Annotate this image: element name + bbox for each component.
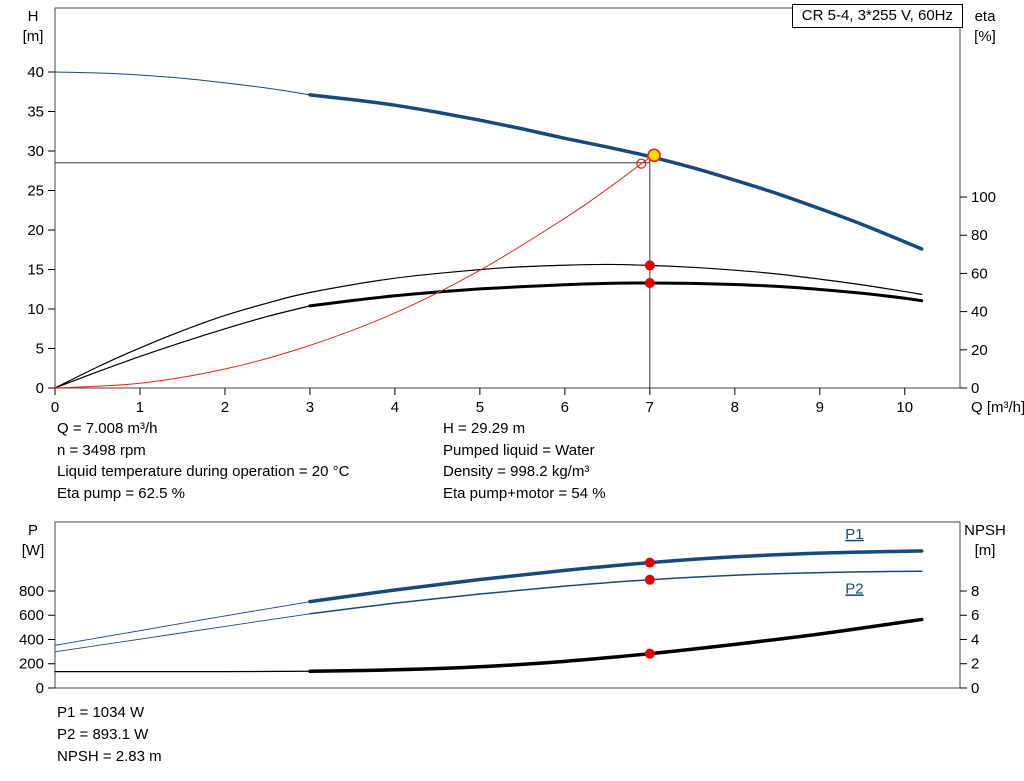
info-density-line: Density = 998.2 kg/m³	[443, 463, 590, 480]
npsh-curve	[308, 617, 924, 674]
x-axis-unit-label: Q [m³/h]	[971, 399, 1024, 416]
y-axis-left: 0 200 400 600 800	[19, 583, 55, 697]
duty-dot-marker	[644, 260, 655, 271]
duty-info-left: Q = 7.008 m³/h n = 3498 rpm Liquid tempe…	[57, 418, 349, 504]
svg-text:0: 0	[971, 680, 979, 697]
y-right-axis-title: NPSH	[964, 522, 1006, 539]
operating-point-marker	[647, 148, 661, 163]
head-curve	[308, 93, 924, 251]
svg-text:400: 400	[19, 631, 44, 648]
svg-text:600: 600	[19, 607, 44, 624]
svg-text:4: 4	[971, 631, 979, 648]
svg-text:6: 6	[561, 399, 569, 416]
eta-pump-curve	[54, 263, 923, 389]
svg-text:60: 60	[971, 265, 988, 282]
svg-text:1: 1	[136, 399, 144, 416]
svg-text:7: 7	[646, 399, 654, 416]
eta-pump-motor-extension	[54, 305, 311, 389]
info-head-line: H = 29.29 m	[443, 420, 526, 437]
svg-text:40: 40	[971, 304, 988, 321]
duty-info-right: H = 29.29 m Pumped liquid = Water Densit…	[443, 418, 606, 504]
footer-p2-line: P2 = 893.1 W	[57, 725, 149, 743]
duty-dot-marker	[644, 277, 655, 288]
svg-text:100: 100	[971, 189, 996, 206]
curve-label-p2: P2	[845, 580, 863, 597]
svg-text:6: 6	[971, 607, 979, 624]
svg-text:0: 0	[51, 399, 59, 416]
info-liquid-line: Pumped liquid = Water	[443, 441, 595, 459]
svg-text:35: 35	[27, 103, 44, 120]
power-npsh-chart: 0 200 400 600 800 0 2 4 6 8 P [W] NPSH [m] P1 P2	[19, 521, 1006, 697]
y-left-axis-unit: [m]	[23, 28, 44, 45]
svg-text:10: 10	[896, 399, 913, 416]
svg-text:30: 30	[27, 143, 44, 160]
info-q-line: Q = 7.008 m³/h	[57, 420, 158, 437]
qh-chart: 0 5 10 15 20 25 30 35 40 0 20 40 60 80 100 0 1 2 3 4 5 6 7 8 9 10…	[23, 7, 1024, 416]
svg-text:25: 25	[27, 182, 44, 199]
svg-text:20: 20	[27, 222, 44, 239]
svg-text:8: 8	[971, 583, 979, 600]
y-right-axis-title: eta	[975, 8, 997, 25]
info-speed-line: n = 3498 rpm	[57, 441, 146, 459]
p1-curve-extension	[54, 601, 311, 646]
pump-model-box: CR 5-4, 3*255 V, 60Hz	[791, 4, 963, 28]
y-axis-left: 0 5 10 15 20 25 30 35 40	[27, 64, 55, 397]
svg-text:0: 0	[36, 680, 44, 697]
y-left-axis-title: H	[28, 8, 39, 25]
footer-npsh-line: NPSH = 2.83 m	[57, 747, 162, 765]
svg-text:3: 3	[306, 399, 314, 416]
p1-curve	[308, 549, 924, 604]
duty-dot-marker	[644, 574, 655, 585]
svg-text:2: 2	[971, 656, 979, 673]
duty-system-curve	[54, 156, 651, 389]
svg-text:200: 200	[19, 656, 44, 673]
y-left-axis-unit: [W]	[22, 542, 45, 559]
power-info-block: P1 = 1034 W P2 = 893.1 W NPSH = 2.83 m	[57, 702, 162, 767]
svg-text:20: 20	[971, 342, 988, 359]
svg-text:5: 5	[36, 340, 44, 357]
y-right-axis-unit: [m]	[975, 542, 996, 559]
y-left-axis-title: P	[28, 522, 38, 539]
svg-text:800: 800	[19, 583, 44, 600]
y-axis-right: 0 2 4 6 8	[960, 583, 979, 697]
footer-p1-line: P1 = 1034 W	[57, 704, 145, 721]
svg-text:0: 0	[971, 380, 979, 397]
svg-text:0: 0	[36, 380, 44, 397]
curve-label-p1: P1	[845, 526, 863, 543]
svg-text:2: 2	[221, 399, 229, 416]
plot-frame	[54, 521, 961, 689]
y-axis-right: 0 20 40 60 80 100	[960, 189, 996, 397]
y-right-axis-unit: [%]	[974, 28, 996, 45]
requested-duty-marker	[636, 158, 647, 169]
svg-text:8: 8	[731, 399, 739, 416]
svg-text:9: 9	[816, 399, 824, 416]
svg-text:4: 4	[391, 399, 399, 416]
svg-text:5: 5	[476, 399, 484, 416]
info-eta-pump-line: Eta pump = 62.5 %	[57, 484, 185, 502]
svg-text:15: 15	[27, 261, 44, 278]
x-axis: 0 1 2 3 4 5 6 7 8 9 10 Q [m³/h]	[51, 388, 1024, 416]
p2-curve-extension	[54, 613, 311, 653]
head-curve-extension	[54, 71, 311, 96]
p2-curve	[309, 570, 923, 615]
plot-frame	[54, 7, 961, 389]
eta-pump-motor-curve	[308, 281, 924, 308]
svg-text:10: 10	[27, 301, 44, 318]
info-temperature-line: Liquid temperature during operation = 20…	[57, 463, 350, 480]
duty-dot-marker	[644, 648, 655, 659]
duty-dot-marker	[644, 557, 655, 568]
info-eta-pump-motor-line: Eta pump+motor = 54 %	[443, 484, 606, 502]
svg-text:40: 40	[27, 64, 44, 81]
svg-text:80: 80	[971, 227, 988, 244]
